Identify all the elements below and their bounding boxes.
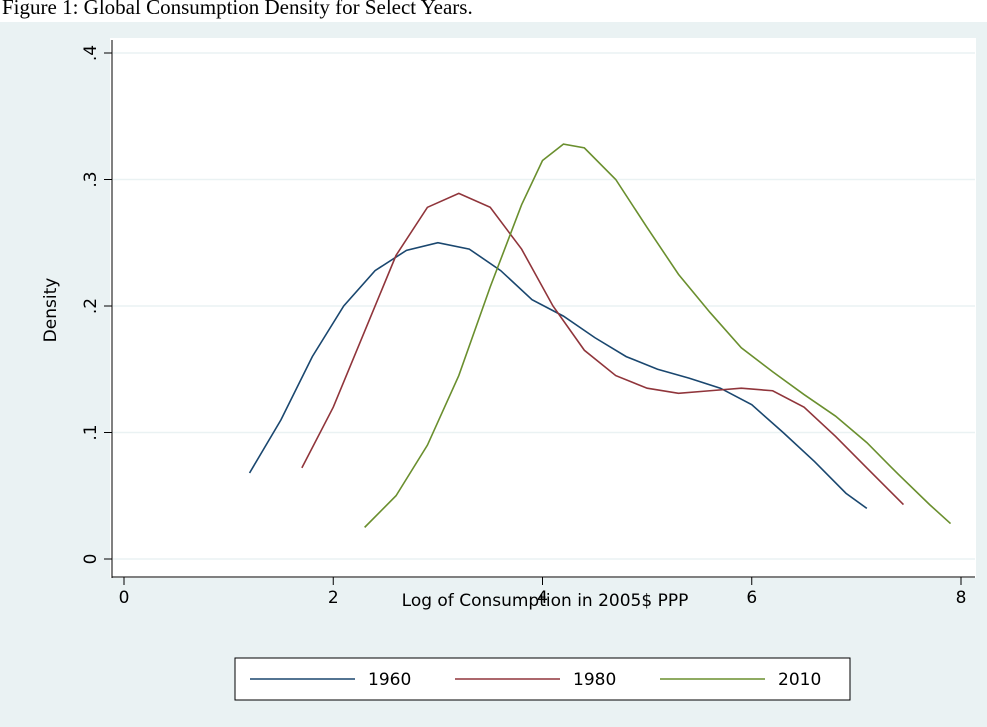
y-tick-label: .2 xyxy=(81,298,101,314)
legend-label: 2010 xyxy=(778,670,821,690)
x-tick-label: 8 xyxy=(956,588,967,608)
series-line xyxy=(301,192,905,506)
chart-title: Figure 1: Global Consumption Density for… xyxy=(2,0,473,19)
y-axis-label: Density xyxy=(41,278,61,343)
y-tick-label: .3 xyxy=(81,171,101,187)
y-tick-label: .4 xyxy=(81,45,101,61)
plot-area xyxy=(110,38,976,578)
series-line xyxy=(248,241,868,510)
legend-label: 1980 xyxy=(573,670,616,690)
y-tick-label: 0 xyxy=(81,554,101,565)
x-tick-label: 4 xyxy=(537,588,548,608)
x-tick-label: 2 xyxy=(328,588,339,608)
x-tick-label: 6 xyxy=(746,588,757,608)
legend-label: 1960 xyxy=(368,670,411,690)
y-tick-label: .1 xyxy=(81,424,101,440)
series-line xyxy=(364,143,952,528)
x-tick-label: 0 xyxy=(119,588,130,608)
x-axis-label: Log of Consumption in 2005$ PPP xyxy=(402,591,689,611)
